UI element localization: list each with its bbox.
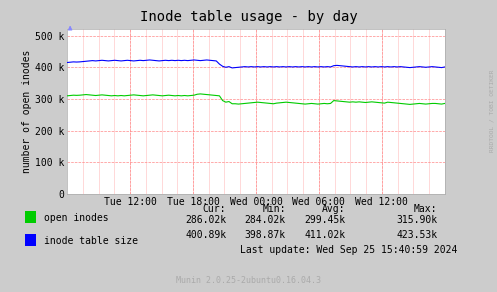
Y-axis label: number of open inodes: number of open inodes (22, 50, 32, 173)
Text: 423.53k: 423.53k (396, 230, 437, 240)
Text: RRDTOOL / TOBI OETIKER: RRDTOOL / TOBI OETIKER (490, 70, 495, 152)
Text: Inode table usage - by day: Inode table usage - by day (140, 10, 357, 24)
Text: Last update: Wed Sep 25 15:40:59 2024: Last update: Wed Sep 25 15:40:59 2024 (240, 245, 457, 255)
Text: 411.02k: 411.02k (304, 230, 345, 240)
Text: open inodes: open inodes (44, 213, 108, 223)
Text: Min:: Min: (262, 204, 286, 214)
Text: Munin 2.0.25-2ubuntu0.16.04.3: Munin 2.0.25-2ubuntu0.16.04.3 (176, 276, 321, 285)
Text: 398.87k: 398.87k (245, 230, 286, 240)
Text: 400.89k: 400.89k (185, 230, 226, 240)
Text: 315.90k: 315.90k (396, 215, 437, 225)
Text: Max:: Max: (414, 204, 437, 214)
Text: inode table size: inode table size (44, 236, 138, 246)
Text: 299.45k: 299.45k (304, 215, 345, 225)
Text: 286.02k: 286.02k (185, 215, 226, 225)
Text: Cur:: Cur: (203, 204, 226, 214)
Text: 284.02k: 284.02k (245, 215, 286, 225)
Text: Avg:: Avg: (322, 204, 345, 214)
